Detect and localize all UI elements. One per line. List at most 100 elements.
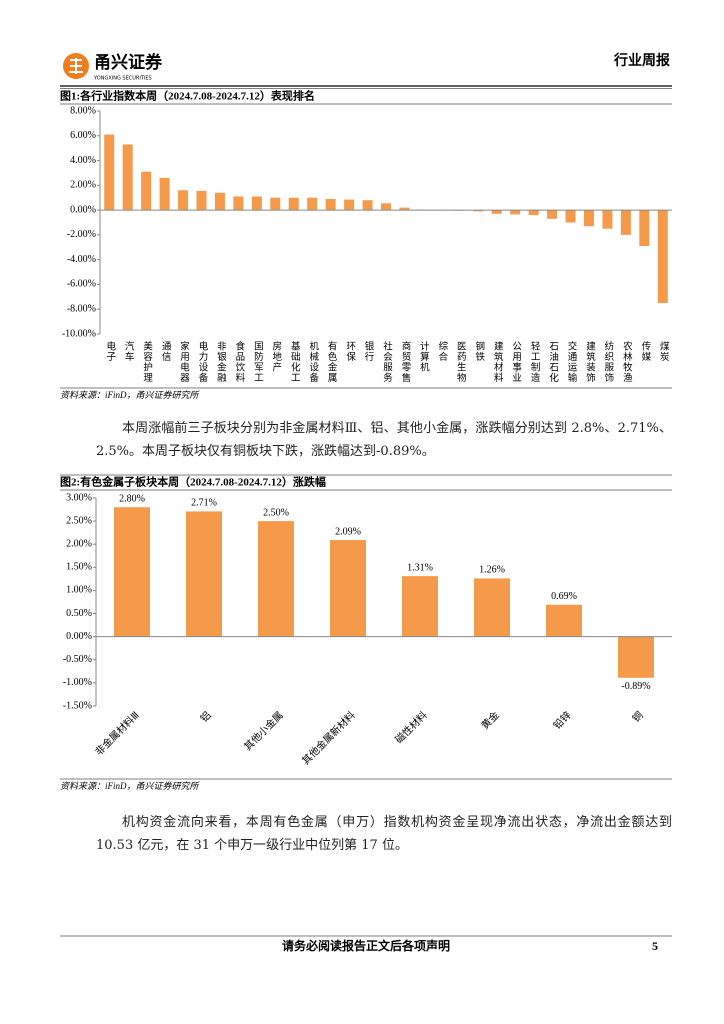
logo-glyph xyxy=(69,58,83,74)
paragraph: 机构资金流向来看，本周有色金属（申万）指数机构资金呈现净流出状态，净流出金额达到… xyxy=(96,815,672,853)
value-label: 0.69% xyxy=(551,591,577,602)
y-tick-label: 2.50% xyxy=(66,515,92,526)
x-tick-label: 建筑材料 xyxy=(492,340,504,383)
x-tick-label: 铝 xyxy=(198,709,214,725)
bar xyxy=(402,576,438,637)
bar xyxy=(258,521,294,637)
x-tick-label: 计算机 xyxy=(418,340,430,372)
x-tick-label: 机械设备 xyxy=(307,340,319,383)
value-label: 1.31% xyxy=(407,562,433,573)
bar xyxy=(547,210,558,219)
logo-name: 甬兴证券 xyxy=(94,52,163,73)
y-tick-label: 1.00% xyxy=(66,585,92,596)
x-tick-label: 公用事业 xyxy=(510,341,522,383)
bar xyxy=(618,636,654,678)
x-tick-label: 综合 xyxy=(436,340,448,362)
value-label: -0.89% xyxy=(621,681,650,692)
bar xyxy=(657,210,668,304)
logo-subtitle: YONGXING SECURITIES xyxy=(93,76,152,82)
bar xyxy=(583,210,594,227)
x-tick-label: 非金属材料Ⅲ xyxy=(92,709,141,758)
bar xyxy=(473,210,484,212)
bar xyxy=(344,199,355,211)
x-tick-label: 食品饮料 xyxy=(233,340,245,383)
x-tick-label: 黄金 xyxy=(478,709,501,732)
bar xyxy=(565,210,576,223)
bar xyxy=(639,210,650,247)
y-tick-label: -0.50% xyxy=(63,654,92,665)
bar xyxy=(620,210,631,235)
x-tick-label: 汽车 xyxy=(123,340,135,362)
figure-caption: 图1:各行业指数本周（2024.7.08-2024.7.12）表现排名 xyxy=(60,89,315,103)
bar xyxy=(196,190,207,211)
x-tick-label: 银行 xyxy=(363,340,375,362)
bar xyxy=(178,190,189,211)
bar xyxy=(114,507,150,637)
x-tick-label: 房地产 xyxy=(270,340,282,372)
x-tick-label: 轻工制造 xyxy=(529,340,541,383)
x-tick-label: 国防军工 xyxy=(252,341,264,383)
x-tick-label: 农林牧渔 xyxy=(621,340,633,383)
y-tick-label: 0.50% xyxy=(66,608,92,619)
x-tick-label: 传媒 xyxy=(639,340,651,362)
paragraph: 本周涨幅前三子板块分别为非金属材料Ⅲ、铝、其他小金属，涨跌幅分别达到 2.8%、… xyxy=(96,421,672,459)
x-tick-label: 家用电器 xyxy=(178,340,190,383)
figure-source: 资料来源：iFinD，甬兴证券研究所 xyxy=(60,390,200,400)
x-tick-label: 社会服务 xyxy=(381,340,393,383)
value-label: 2.50% xyxy=(263,507,289,518)
x-tick-label: 铜 xyxy=(630,709,646,725)
report-type: 行业周报 xyxy=(613,52,670,69)
x-tick-label: 钢铁 xyxy=(473,340,485,362)
bar xyxy=(602,210,613,229)
figure-source: 资料来源：iFinD，甬兴证券研究所 xyxy=(60,781,200,791)
x-tick-label: 商贸零售 xyxy=(399,340,411,383)
x-tick-label: 电力设备 xyxy=(196,340,208,383)
y-tick-label: -8.00% xyxy=(67,304,96,315)
x-tick-label: 煤炭 xyxy=(658,340,670,362)
y-tick-label: 4.00% xyxy=(70,155,96,166)
x-tick-label: 纺织服饰 xyxy=(602,340,614,383)
bar xyxy=(214,192,225,211)
y-tick-label: -6.00% xyxy=(67,279,96,290)
y-tick-label: -4.00% xyxy=(67,254,96,265)
x-tick-label: 铅锌 xyxy=(550,709,573,732)
y-tick-label: -1.00% xyxy=(63,677,92,688)
x-tick-label: 交通运输 xyxy=(566,340,578,383)
bar xyxy=(104,134,115,211)
x-tick-label: 基础化工 xyxy=(289,340,301,383)
x-tick-label: 美容护理 xyxy=(141,340,153,383)
y-tick-label: 8.00% xyxy=(70,105,96,116)
y-tick-label: 3.00% xyxy=(66,492,92,503)
y-tick-label: 0.00% xyxy=(66,631,92,642)
bar xyxy=(270,197,281,211)
x-tick-label: 有色金属 xyxy=(326,340,338,383)
bar xyxy=(491,210,502,214)
y-tick-label: 1.50% xyxy=(66,562,92,573)
x-tick-label: 其他小金属 xyxy=(241,709,286,754)
value-label: 2.09% xyxy=(335,526,361,537)
page-number: 5 xyxy=(652,939,658,953)
x-tick-label: 通信 xyxy=(160,341,172,362)
bar xyxy=(307,197,318,211)
y-tick-label: -10.00% xyxy=(62,328,96,339)
y-tick-label: 0.00% xyxy=(70,204,96,215)
bar xyxy=(381,203,391,211)
bar xyxy=(159,177,170,211)
bar xyxy=(362,200,373,211)
x-tick-label: 其他金属新材料 xyxy=(299,709,358,768)
bar xyxy=(330,540,366,637)
y-tick-label: -1.50% xyxy=(63,700,92,711)
figure-caption: 图2:有色金属子板块本周（2024.7.08-2024.7.12）涨跌幅 xyxy=(60,475,326,489)
bar xyxy=(528,210,539,216)
bar xyxy=(546,604,582,637)
bar xyxy=(325,198,336,211)
bar xyxy=(186,511,222,637)
y-tick-label: 2.00% xyxy=(70,180,96,191)
bar xyxy=(141,171,152,211)
x-tick-label: 非银金融 xyxy=(215,340,227,383)
x-tick-label: 电子 xyxy=(104,340,116,362)
value-label: 2.71% xyxy=(191,498,217,509)
bar xyxy=(233,196,244,211)
bar xyxy=(251,196,262,211)
